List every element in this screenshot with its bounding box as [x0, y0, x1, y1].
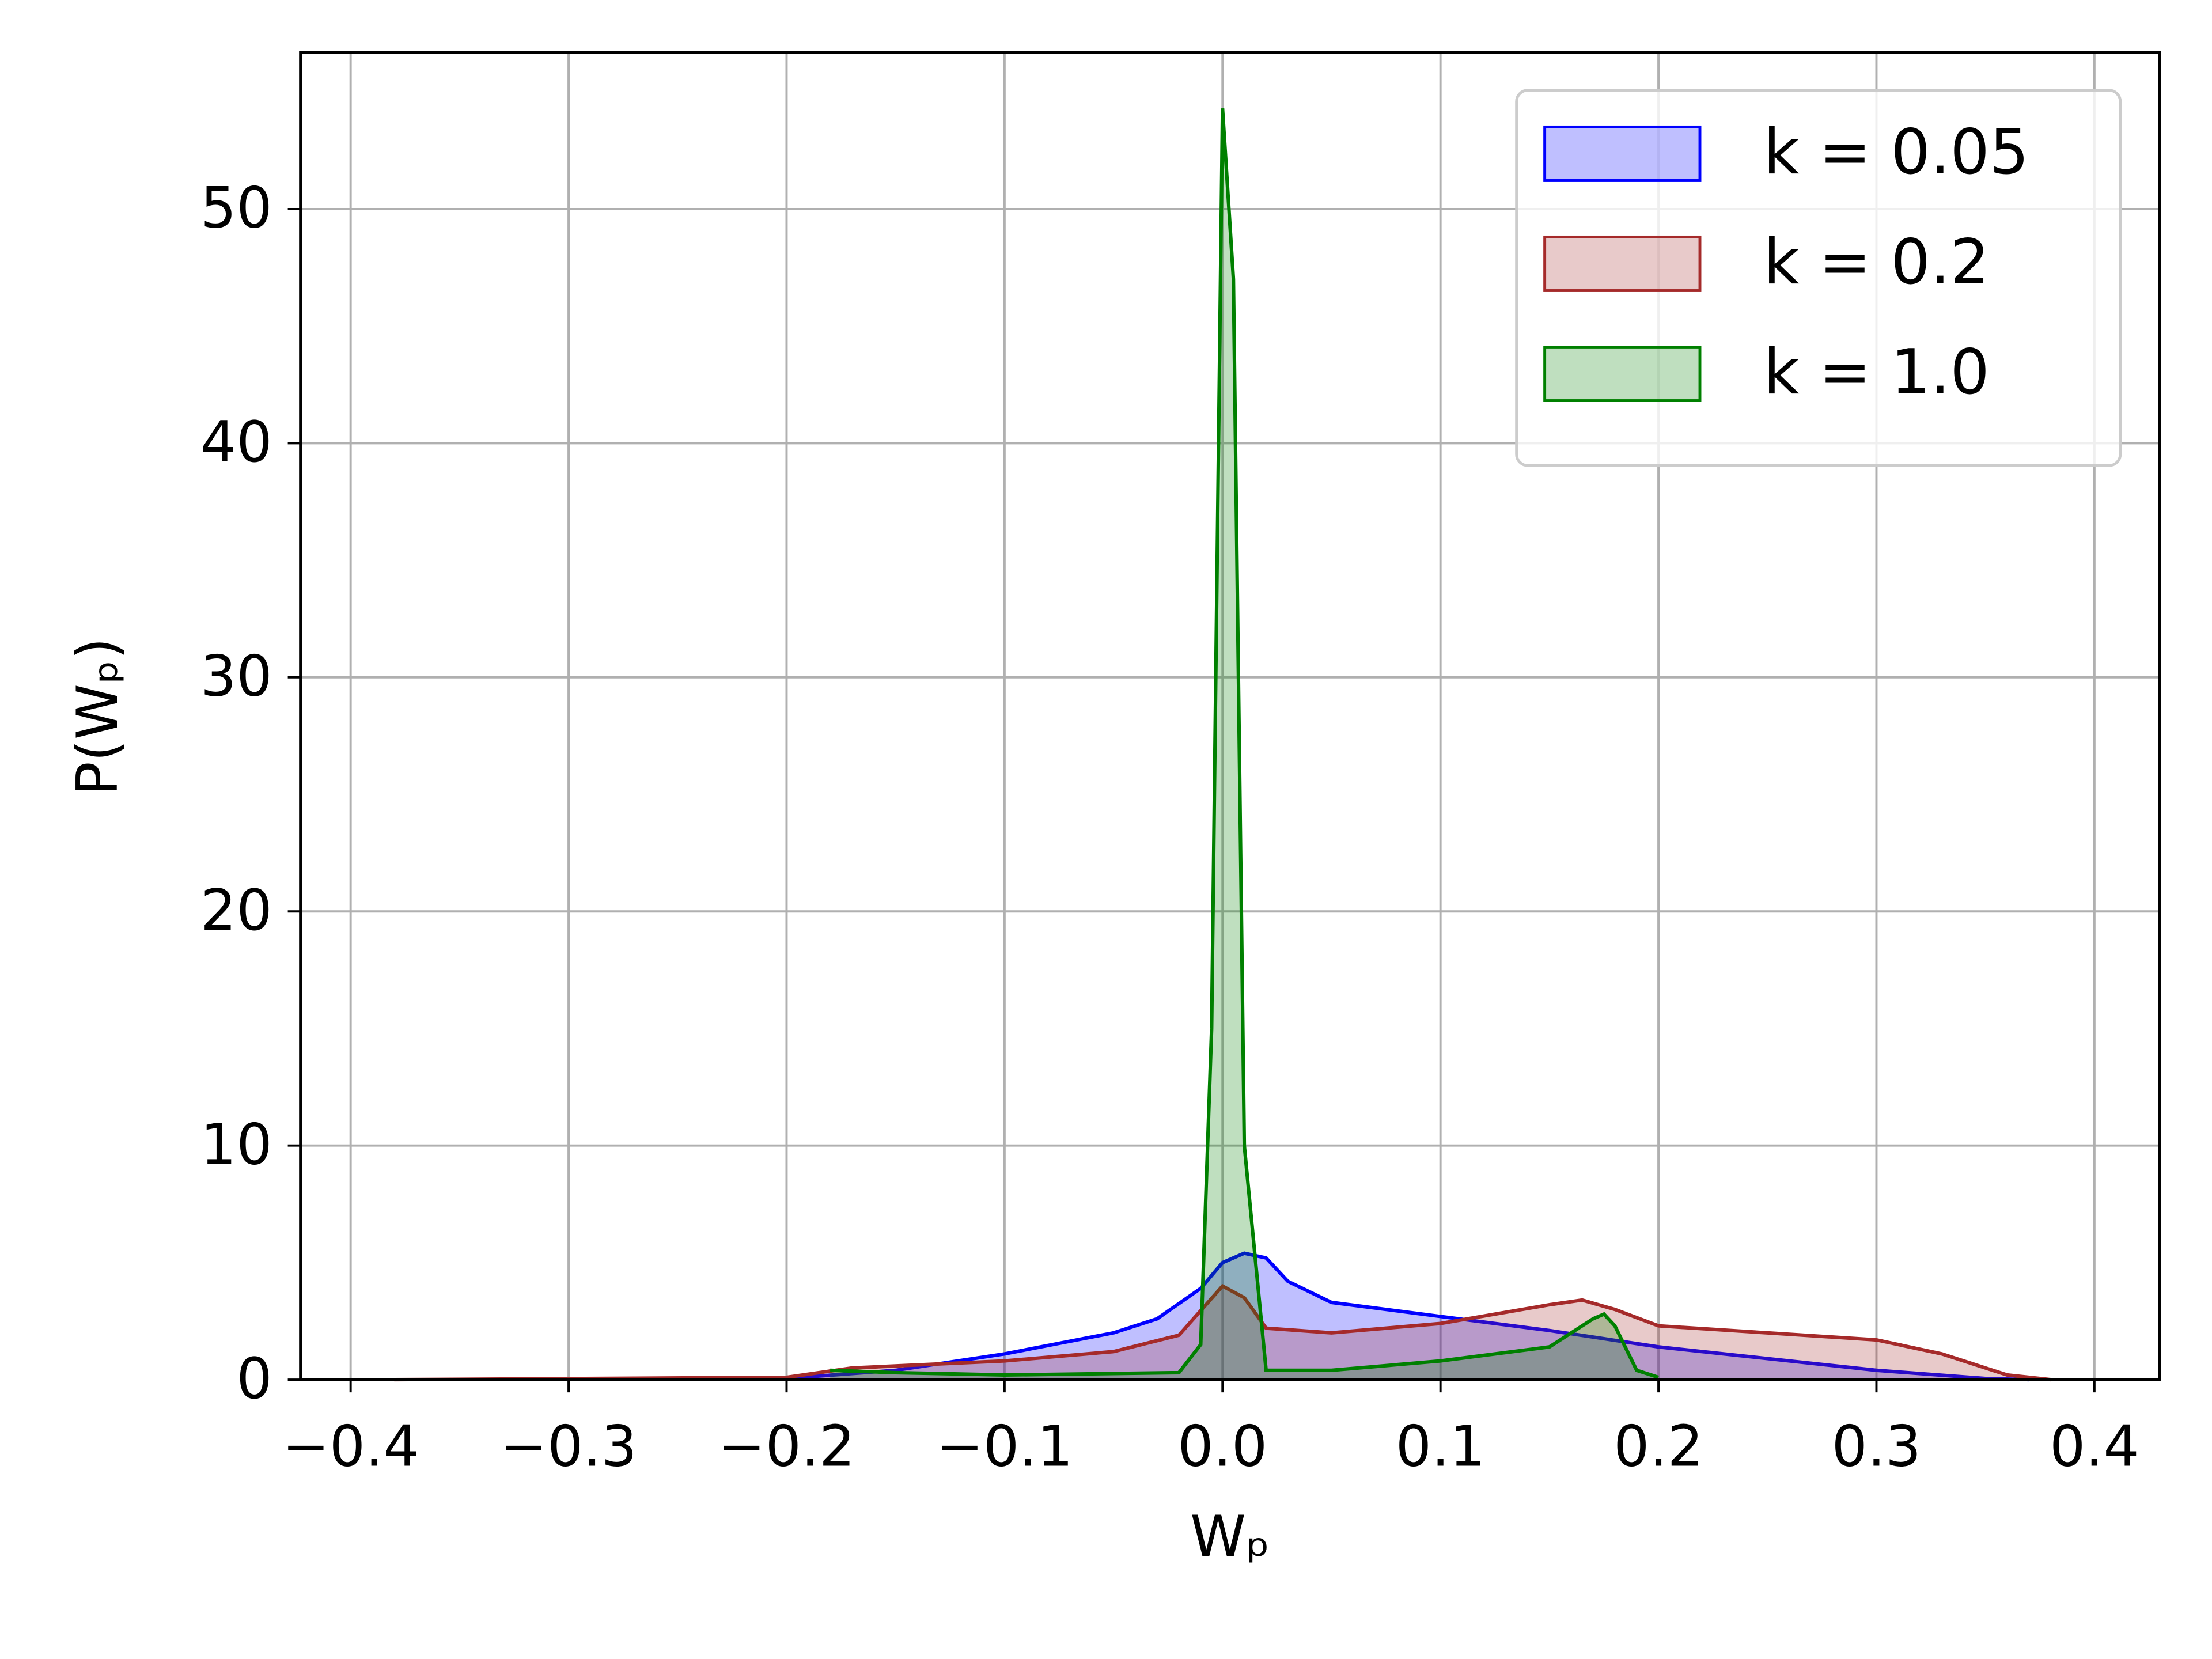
x-tick-label: −0.3: [500, 1414, 637, 1479]
y-tick-label: 10: [200, 1112, 272, 1177]
y-tick-label: 40: [200, 410, 272, 475]
legend-label: k = 0.2: [1763, 226, 1990, 298]
x-tick-label: −0.2: [718, 1414, 855, 1479]
x-tick-label: −0.1: [936, 1414, 1073, 1479]
line: [786, 1251, 2029, 1382]
y-axis-label: P(Wₚ): [65, 638, 131, 796]
x-tick-label: 0.1: [1396, 1414, 1486, 1479]
x-tick-label: 0.4: [2050, 1414, 2139, 1479]
x-tick-label: 0.2: [1613, 1414, 1703, 1479]
line: [394, 1283, 2051, 1382]
legend-label: k = 1.0: [1763, 336, 1990, 408]
x-axis-label: Wₚ: [1190, 1504, 1270, 1570]
y-tick-label: 30: [200, 644, 272, 710]
legend: [1515, 89, 2122, 467]
plot-frame: [299, 51, 2161, 1381]
x-tick-label: 0.0: [1177, 1414, 1267, 1479]
legend-swatch: [1543, 346, 1702, 402]
y-tick-label: 50: [200, 176, 272, 241]
y-tick-label: 0: [236, 1346, 272, 1412]
legend-swatch: [1543, 125, 1702, 182]
area: [394, 1286, 2051, 1380]
y-tick-label: 20: [200, 878, 272, 944]
x-tick-label: 0.3: [1832, 1414, 1922, 1479]
line: [830, 108, 1660, 1379]
area: [786, 1253, 2029, 1380]
legend-swatch: [1543, 235, 1702, 292]
x-tick-label: −0.4: [282, 1414, 419, 1479]
legend-label: k = 0.05: [1763, 116, 2029, 188]
